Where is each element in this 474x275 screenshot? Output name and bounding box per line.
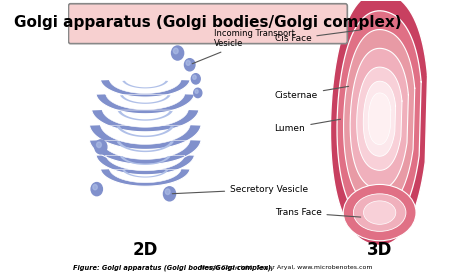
Text: Trans Face: Trans Face	[274, 208, 361, 217]
Text: 3D: 3D	[367, 241, 392, 259]
Polygon shape	[96, 155, 194, 175]
Polygon shape	[122, 81, 168, 88]
Polygon shape	[90, 125, 201, 149]
Circle shape	[95, 140, 107, 154]
Polygon shape	[118, 111, 173, 121]
Polygon shape	[117, 126, 174, 137]
Circle shape	[172, 46, 183, 60]
Text: Cis Face: Cis Face	[274, 30, 361, 43]
Circle shape	[91, 183, 102, 196]
Polygon shape	[363, 81, 396, 156]
Ellipse shape	[354, 194, 406, 231]
Text: Secretory Vesicle: Secretory Vesicle	[172, 185, 308, 194]
Text: Cisternae: Cisternae	[274, 86, 349, 100]
Polygon shape	[120, 156, 171, 165]
FancyBboxPatch shape	[68, 4, 347, 44]
Text: Figure: Golgi apparatus (Golgi bodies/Golgi complex),: Figure: Golgi apparatus (Golgi bodies/Go…	[73, 265, 273, 271]
Polygon shape	[337, 11, 421, 227]
Circle shape	[194, 88, 202, 98]
Polygon shape	[120, 95, 171, 104]
Text: Image Copyright  Sagar Aryal, www.microbenotes.com: Image Copyright Sagar Aryal, www.microbe…	[198, 265, 372, 271]
Polygon shape	[368, 93, 391, 145]
Polygon shape	[96, 94, 194, 114]
Polygon shape	[357, 67, 402, 170]
Circle shape	[164, 187, 175, 201]
Circle shape	[184, 59, 195, 71]
Polygon shape	[100, 169, 190, 186]
Polygon shape	[330, 0, 428, 246]
Polygon shape	[117, 141, 174, 152]
Polygon shape	[100, 80, 190, 97]
Text: Lumen: Lumen	[274, 119, 340, 133]
Circle shape	[97, 142, 101, 148]
Ellipse shape	[364, 201, 396, 224]
Circle shape	[173, 48, 178, 54]
Text: Incoming Transport
Vesicle: Incoming Transport Vesicle	[192, 29, 295, 64]
Polygon shape	[91, 110, 199, 132]
Circle shape	[191, 74, 200, 84]
Polygon shape	[350, 48, 409, 189]
Circle shape	[93, 185, 97, 190]
Circle shape	[165, 189, 170, 194]
Circle shape	[192, 75, 196, 79]
Text: Golgi apparatus (Golgi bodies/Golgi complex): Golgi apparatus (Golgi bodies/Golgi comp…	[14, 15, 401, 30]
Circle shape	[195, 90, 198, 94]
Polygon shape	[344, 29, 415, 208]
Ellipse shape	[343, 185, 416, 241]
Polygon shape	[90, 140, 201, 164]
Polygon shape	[122, 170, 168, 178]
Text: 2D: 2D	[133, 241, 158, 259]
Circle shape	[186, 60, 190, 65]
